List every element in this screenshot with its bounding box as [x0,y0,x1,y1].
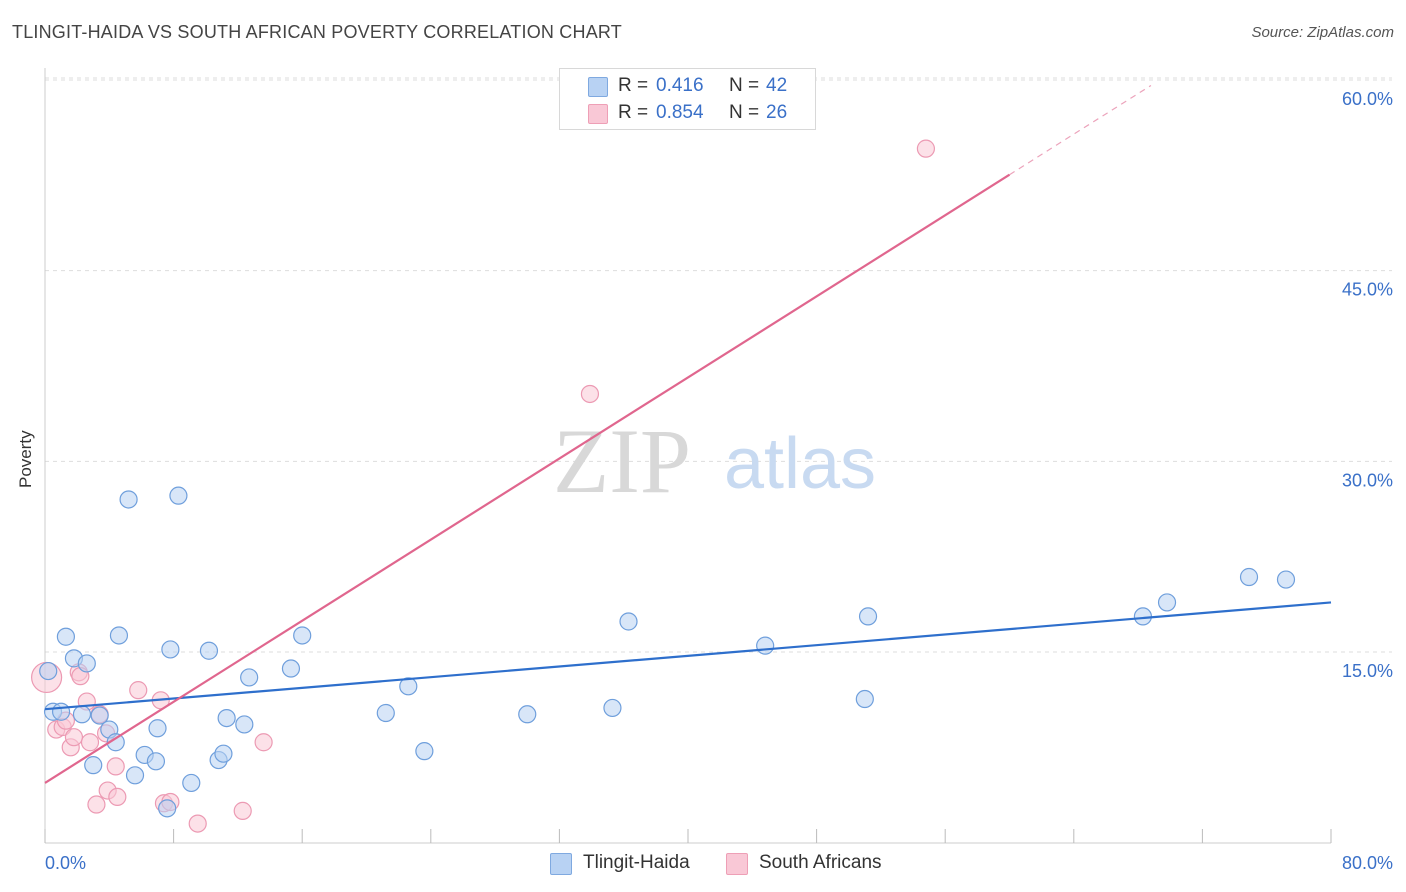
y-axis-label: Poverty [16,430,35,488]
south-africans-point [80,733,100,752]
tlingit-haida-point [756,636,775,655]
tlingit-haida-points [39,486,1296,818]
tlingit-haida-point [158,799,177,818]
tlingit-haida-point [1157,593,1177,612]
x-tick-label: 80.0% [1342,853,1393,873]
tlingit-haida-point [199,641,219,660]
south-africans-trend-line [44,173,1011,784]
y-tick-label: 45.0% [1342,280,1393,300]
south-africans-point [254,733,273,752]
south-africans-point [106,757,125,776]
south-africans-point [233,801,252,820]
tlingit-haida-point [119,490,138,509]
x-tick-label: 0.0% [45,853,86,873]
tlingit-haida-point [77,654,96,673]
legend-r-label: R = [618,102,649,123]
tlingit-haida-point [855,689,874,709]
watermark: ZIP atlas [553,410,876,512]
legend-swatch-pink [588,104,608,124]
tlingit-haida-point [293,626,312,645]
tlingit-haida-point [603,698,622,718]
tlingit-haida-point [84,756,103,775]
tlingit-haida-point [109,626,129,645]
tlingit-haida-point [214,744,233,763]
tlingit-haida-point [148,719,167,738]
tlingit-haida-point [182,773,201,793]
legend-label: South Africans [759,852,882,873]
tlingit-haida-point [1239,567,1259,587]
tlingit-haida-point [169,486,188,505]
tlingit-haida-point [161,640,180,659]
legend-n-label: N = [729,102,760,123]
south-africans-point [129,681,148,700]
south-africans-point [188,814,207,833]
legend-n-label: N = [729,75,760,96]
tlingit-haida-point [51,702,71,721]
legend-r-value: 0.416 [656,75,704,96]
tlingit-haida-trend-line [44,601,1332,711]
tlingit-haida-point [217,708,236,728]
tlingit-haida-point [125,766,145,785]
legend-n-value: 26 [766,102,788,123]
stats-legend: R = 0.416 N = 42 R = 0.854 N = 26 [559,68,816,130]
tlingit-haida-point [858,607,878,626]
south-africans-point [64,728,84,747]
tlingit-haida-point [39,661,58,681]
tlingit-haida-point [281,659,301,678]
y-tick-label: 15.0% [1342,661,1393,681]
south-africans-point [108,787,127,807]
watermark-atlas: atlas [724,424,876,504]
legend-label: Tlingit-Haida [583,852,690,873]
source-label: Source: ZipAtlas.com [1251,24,1394,41]
chart-title: TLINGIT-HAIDA VS SOUTH AFRICAN POVERTY C… [12,22,622,42]
tlingit-haida-point [399,677,418,696]
gridlines [45,77,1392,653]
y-tick-label: 60.0% [1342,89,1393,109]
tlingit-haida-point [56,627,75,646]
tlingit-haida-point [619,612,638,631]
tlingit-haida-point [518,705,537,724]
watermark-zip: ZIP [553,410,691,512]
tlingit-haida-point [240,668,259,687]
trend-lines [44,84,1332,784]
legend-n-value: 42 [766,75,788,96]
south-africans-point [916,139,936,158]
tlingit-haida-point [106,733,125,752]
tlingit-haida-point [1276,570,1296,589]
tlingit-haida-point [415,742,434,761]
south-africans-point [87,795,106,814]
tlingit-haida-point [235,715,254,734]
tlingit-haida-point [1133,607,1153,626]
legend-swatch-blue [550,853,572,875]
tlingit-haida-point [72,705,92,724]
tlingit-haida-point [376,703,395,723]
legend-r-value: 0.854 [656,102,704,123]
tlingit-haida-point [90,706,109,725]
legend-r-label: R = [618,75,649,96]
legend-swatch-blue [588,77,608,97]
tick-labels: 15.0% 30.0% 45.0% 60.0% 0.0% 80.0% [45,89,1393,873]
legend-swatch-pink [726,853,748,875]
south-africans-point [580,384,600,404]
south-africans-trend-extension [1009,84,1152,176]
y-tick-label: 30.0% [1342,470,1393,490]
tlingit-haida-point [146,752,166,771]
